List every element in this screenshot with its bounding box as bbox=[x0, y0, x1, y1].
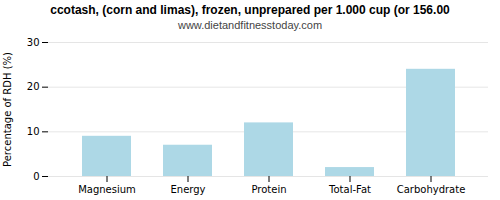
svg-text:Energy: Energy bbox=[170, 184, 205, 195]
svg-text:Total-Fat: Total-Fat bbox=[328, 184, 371, 195]
svg-text:20: 20 bbox=[27, 81, 40, 92]
svg-text:Magnesium: Magnesium bbox=[78, 184, 136, 195]
svg-text:Carbohydrate: Carbohydrate bbox=[397, 184, 466, 195]
svg-text:10: 10 bbox=[27, 126, 40, 137]
html-text:www.dietandfitnesstoday.com: www.dietandfitnesstoday.com bbox=[178, 19, 322, 31]
svg-text:Percentage of RDH (%): Percentage of RDH (%) bbox=[2, 52, 13, 167]
svg-text:Protein: Protein bbox=[251, 184, 286, 195]
svg-text:30: 30 bbox=[27, 37, 40, 48]
html-text:ccotash, (corn and limas), fro: ccotash, (corn and limas), frozen, unpre… bbox=[50, 3, 450, 17]
svg-text:0: 0 bbox=[33, 171, 39, 182]
